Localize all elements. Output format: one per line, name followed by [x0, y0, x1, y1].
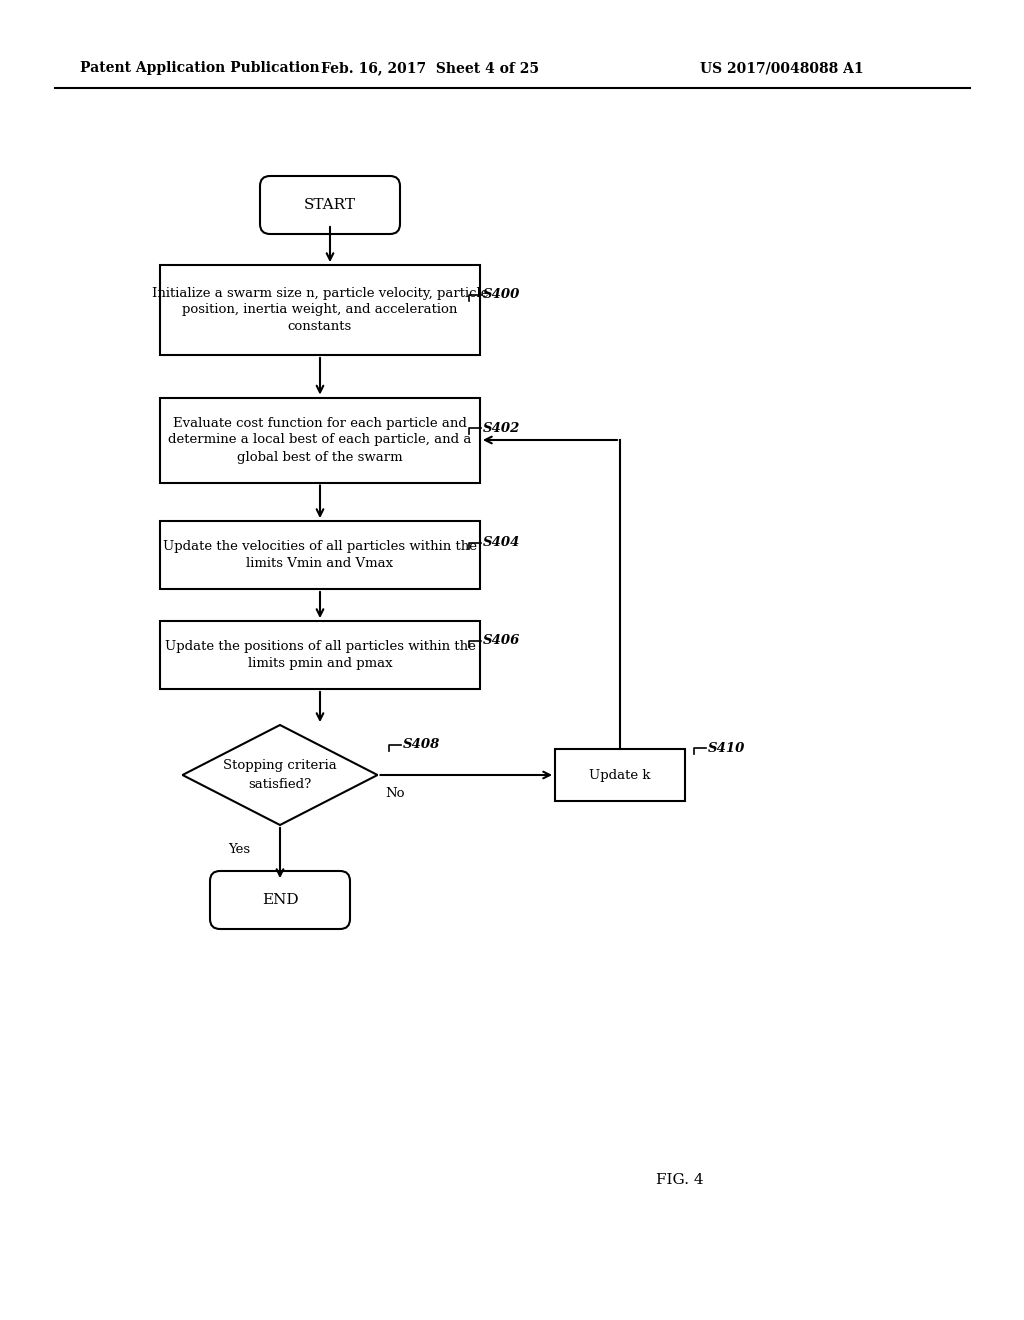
Text: Update k: Update k	[589, 768, 650, 781]
Text: Evaluate cost function for each particle and
determine a local best of each part: Evaluate cost function for each particle…	[168, 417, 472, 463]
Text: S402: S402	[483, 421, 520, 434]
Text: S404: S404	[483, 536, 520, 549]
Polygon shape	[182, 725, 378, 825]
Text: Yes: Yes	[228, 843, 250, 855]
Text: S408: S408	[403, 738, 440, 751]
Text: Stopping criteria
satisfied?: Stopping criteria satisfied?	[223, 759, 337, 791]
Bar	[555, 748, 685, 801]
Text: US 2017/0048088 A1: US 2017/0048088 A1	[700, 61, 863, 75]
Text: S400: S400	[483, 289, 520, 301]
Text: END: END	[262, 894, 298, 907]
Bar	[160, 521, 480, 589]
Text: S410: S410	[708, 742, 745, 755]
FancyBboxPatch shape	[210, 871, 350, 929]
Bar	[160, 620, 480, 689]
Text: No: No	[385, 787, 406, 800]
Text: S406: S406	[483, 635, 520, 648]
FancyBboxPatch shape	[260, 176, 400, 234]
Bar	[160, 397, 480, 483]
Text: Update the positions of all particles within the
limits pmin and pmax: Update the positions of all particles wi…	[165, 640, 475, 671]
Text: Initialize a swarm size n, particle velocity, particle
position, inertia weight,: Initialize a swarm size n, particle velo…	[152, 286, 488, 334]
Text: FIG. 4: FIG. 4	[656, 1173, 703, 1187]
Text: Patent Application Publication: Patent Application Publication	[80, 61, 319, 75]
Text: START: START	[304, 198, 356, 213]
Bar	[160, 265, 480, 355]
Text: Feb. 16, 2017  Sheet 4 of 25: Feb. 16, 2017 Sheet 4 of 25	[321, 61, 539, 75]
Text: Update the velocities of all particles within the
limits Vmin and Vmax: Update the velocities of all particles w…	[163, 540, 477, 570]
